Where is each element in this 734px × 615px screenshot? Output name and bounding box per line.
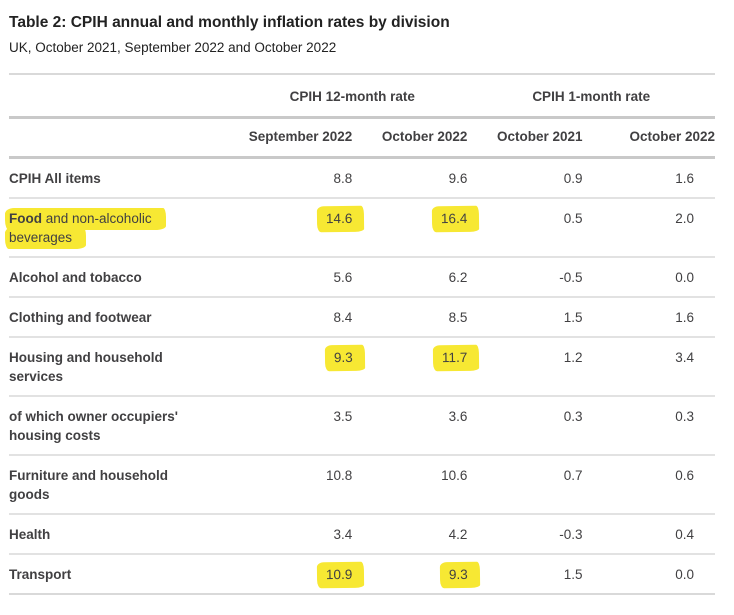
highlight-marker: 10.9 [316,561,365,588]
group-header-1-month: CPIH 1-month rate [467,73,715,119]
highlight-marker: 11.7 [432,344,480,371]
table-subtitle: UK, October 2021, September 2022 and Oct… [9,39,337,55]
table-row: of which owner occupiers' housing costs 3… [9,395,715,456]
table-title: Table 2: CPIH annual and monthly inflati… [9,14,450,31]
row-label: Alcohol and tobacco [9,256,238,298]
column-header-row: September 2022 October 2022 October 2021… [9,117,715,159]
value-cell: 9.3 [237,336,365,397]
value-cell: 8.8 [237,157,353,199]
value-cell: 1.6 [582,296,715,338]
table-row: Housing and household services 9.3 11.7 1.2… [9,336,715,397]
value-cell: 16.4 [352,197,480,258]
value-cell: 6.2 [352,256,468,298]
value-cell: 1.6 [582,157,715,199]
value-cell: 1.2 [467,336,583,397]
table-row: Alcohol and tobacco 5.6 6.2 -0.5 0.0 [9,256,715,298]
table-row: Furniture and household goods 10.8 10.6 0.7… [9,454,715,515]
highlight-marker: 9.3 [439,561,480,588]
corner-cell [9,117,238,159]
value-cell: 0.5 [467,197,583,258]
value-cell: 3.4 [582,336,715,397]
row-label: Health [9,513,238,555]
value-cell: 3.5 [237,395,353,456]
cpih-inflation-table: CPIH 12-month rate CPIH 1-month rate Sep… [5,72,715,595]
value-cell: 9.3 [352,553,480,595]
table-row: CPIH All items 8.8 9.6 0.9 1.6 [9,157,715,199]
value-cell: 0.3 [582,395,715,456]
table-row: Clothing and footwear 8.4 8.5 1.5 1.6 [9,296,715,338]
highlight-marker: 9.3 [324,344,365,371]
value-cell: 11.7 [352,336,480,397]
table-row: Health 3.4 4.2 -0.3 0.4 [9,513,715,555]
corner-cell [9,73,238,119]
highlight-marker: 16.4 [431,205,480,232]
row-label: Food and non-alcoholic beverages [5,197,238,258]
value-cell: 0.3 [467,395,583,456]
value-cell: 10.8 [237,454,353,515]
value-cell: 8.4 [237,296,353,338]
value-cell: 3.6 [352,395,468,456]
table-row: Transport 10.9 9.3 1.5 0.0 [9,553,715,595]
row-label: of which owner occupiers' housing costs [9,395,238,456]
highlight-marker: Food and non-alcoholic beverages [5,207,166,249]
value-cell: 0.7 [467,454,583,515]
group-header-12-month: CPIH 12-month rate [237,73,468,119]
page: Table 2: CPIH annual and monthly inflati… [5,14,715,595]
value-cell: 0.6 [582,454,715,515]
group-header-row: CPIH 12-month rate CPIH 1-month rate [9,73,715,119]
value-cell: 10.9 [237,553,365,595]
highlight-marker: 14.6 [316,205,365,232]
value-cell: -0.5 [467,256,583,298]
value-cell: 2.0 [582,197,715,258]
column-header: October 2022 [352,117,468,159]
column-header: September 2022 [237,117,353,159]
row-label: Housing and household services [9,336,238,397]
value-cell: 0.4 [582,513,715,555]
column-header: October 2022 [582,117,715,159]
value-cell: 9.6 [352,157,468,199]
value-cell: 1.5 [467,553,583,595]
row-label: Furniture and household goods [9,454,238,515]
table-row: Food and non-alcoholic beverages 14.6 16.4… [5,197,715,258]
row-label: CPIH All items [9,157,238,199]
row-label: Transport [9,553,238,595]
value-cell: 0.9 [467,157,583,199]
row-label: Clothing and footwear [9,296,238,338]
value-cell: 4.2 [352,513,468,555]
value-cell: 0.0 [582,256,715,298]
table-body: CPIH All items 8.8 9.6 0.9 1.6 Food and non-a… [5,157,715,595]
value-cell: 0.0 [582,553,715,595]
value-cell: 10.6 [352,454,468,515]
value-cell: -0.3 [467,513,583,555]
value-cell: 14.6 [237,197,365,258]
column-header: October 2021 [467,117,583,159]
value-cell: 5.6 [237,256,353,298]
value-cell: 8.5 [352,296,468,338]
value-cell: 3.4 [237,513,353,555]
value-cell: 1.5 [467,296,583,338]
